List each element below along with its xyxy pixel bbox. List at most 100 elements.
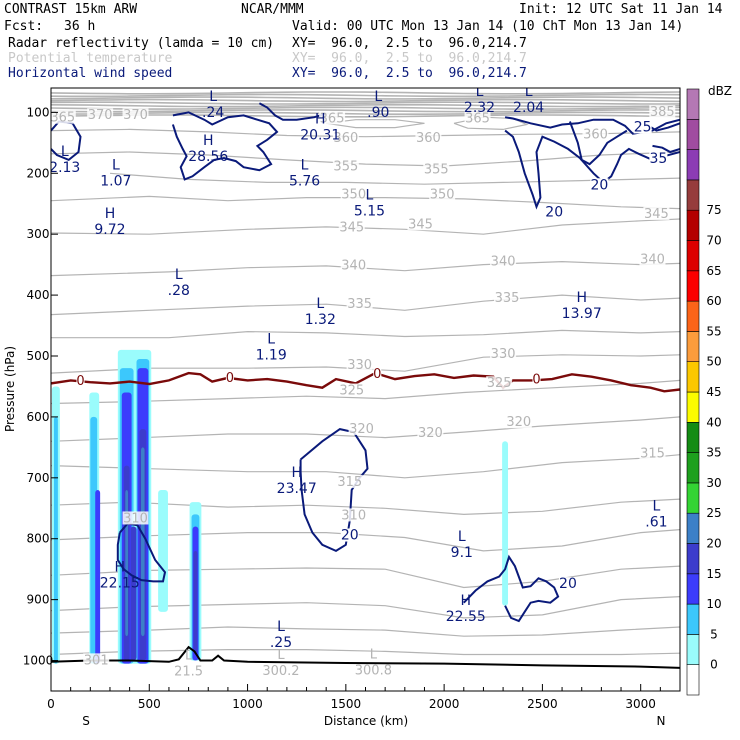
theta-contour: [51, 151, 680, 167]
colorbar-swatch: [686, 209, 700, 241]
wind-label-bg: [545, 205, 564, 219]
theta-label-bg: [486, 376, 513, 390]
colorbar-level: 75: [706, 203, 721, 217]
freezing-label: 0: [226, 371, 234, 386]
colorbar-level: 35: [706, 446, 721, 460]
colorbar-level: 70: [706, 234, 721, 248]
extremum-letter: L: [112, 157, 120, 173]
theta-stripe: [51, 114, 680, 118]
theta-contour: [51, 260, 680, 277]
extremum-value: 2.13: [49, 160, 80, 176]
freezing-level-contour: [51, 371, 680, 393]
theta-label: 335: [347, 297, 372, 312]
extremum-letter: L: [476, 84, 484, 100]
theta-label-bg: [639, 446, 666, 460]
theta-label-bg: [338, 383, 365, 397]
theta-label: 345: [408, 217, 433, 232]
extremum-letter: L: [370, 647, 378, 662]
wind-label-bg: [649, 152, 668, 166]
extremum-value: 5.76: [289, 173, 320, 189]
reflectivity-cell: [158, 490, 168, 612]
theta-label: 340: [491, 254, 516, 269]
colorbar-swatch: [686, 664, 700, 696]
colorbar-level: 45: [706, 385, 721, 399]
extremum-letter: L: [61, 144, 69, 160]
freezing-label-bg: [532, 374, 541, 385]
theta-contour: [109, 172, 680, 185]
colorbar-level: 55: [706, 324, 721, 338]
theta-label: 365: [50, 111, 75, 126]
theta-label-bg: [649, 105, 676, 119]
y-tick-label: 400: [27, 288, 50, 302]
y-tick-label: 700: [27, 471, 50, 485]
theta-stripe: [51, 111, 680, 115]
x-tick-label: 2500: [527, 697, 558, 711]
theta-label-bg: [346, 357, 373, 371]
theta-label-bg: [464, 111, 491, 125]
x-tick-label: 1000: [232, 697, 263, 711]
extremum-value: 1.19: [256, 347, 287, 363]
freezing-label-bg: [76, 376, 85, 387]
colorbar-swatch: [686, 240, 700, 272]
theta-stripe: [51, 101, 680, 105]
extremum-value: 13.97: [562, 306, 602, 322]
colorbar-unit: dBZ: [708, 84, 732, 98]
wind-contour: [568, 121, 628, 166]
reflectivity-cell: [95, 490, 101, 664]
wind-contour: [504, 129, 680, 210]
colorbar-level: 5: [710, 627, 718, 641]
colorbar-swatch: [686, 421, 700, 453]
center-label: NCAR/MMM: [241, 2, 304, 17]
colorbar-level: 40: [706, 415, 721, 429]
theta-label-bg: [340, 258, 367, 272]
theta-label-bg: [87, 108, 114, 122]
wind-label: 20: [545, 205, 563, 221]
extremum-value: 2.32: [464, 100, 495, 116]
theta-contour: [51, 218, 680, 235]
extremum-value: 1.32: [305, 312, 336, 328]
south-label: S: [82, 714, 90, 728]
reflectivity-cell: [193, 550, 198, 655]
extremum-value: 22.15: [100, 575, 140, 591]
extremum-value: 300.8: [355, 663, 392, 678]
y-tick-label: 300: [27, 227, 50, 241]
extremum-value: 1.07: [100, 173, 131, 189]
theta-label-bg: [336, 474, 363, 488]
theta-label: 370: [88, 108, 113, 123]
forecast-label: Fcst:: [4, 19, 44, 34]
theta-label: 360: [583, 128, 608, 143]
theta-stripe: [51, 93, 680, 98]
colorbar-level: 20: [706, 537, 721, 551]
wind-label-bg: [590, 178, 609, 192]
extremum-letter: L: [277, 648, 285, 663]
extremum-value: 21.5: [174, 665, 203, 680]
model-title: CONTRAST 15km ARW: [4, 2, 138, 17]
extremum-value: 5.15: [354, 204, 385, 220]
upper-theta-stripes: [51, 91, 680, 118]
x-tick-label: 0: [47, 697, 55, 711]
freezing-label: 0: [76, 374, 84, 389]
colorbar-swatch: [686, 512, 700, 544]
extremum-letter: H: [315, 112, 326, 128]
theta-label-bg: [490, 254, 517, 268]
extremum-letter: L: [267, 331, 275, 347]
extremum-value: 23.47: [277, 481, 317, 497]
extremum-value: 28.56: [188, 149, 228, 165]
y-tick-label: 900: [27, 593, 50, 607]
y-tick-label: 1000: [23, 654, 54, 668]
theta-label: 365: [320, 111, 345, 126]
plot-area: 0 0 0 0 365 370 370 365 365 385 360 360 360 355 355 35…: [49, 84, 680, 680]
colorbar-level: 10: [706, 597, 721, 611]
theta-label: 320: [418, 426, 443, 441]
wind-contour: [504, 116, 680, 135]
wind-contour: [116, 522, 167, 583]
x-tick-label: 3000: [625, 697, 656, 711]
theta-label-bg: [338, 220, 365, 234]
theta-label-bg: [319, 111, 346, 125]
theta-stripe: [51, 91, 680, 95]
extremum-letter: L: [277, 619, 285, 635]
theta-contour: [51, 195, 680, 210]
theta-label-bg: [407, 217, 434, 231]
freezing-level-line: 0 0 0 0: [51, 367, 680, 393]
extremum-value: .25: [270, 635, 292, 651]
